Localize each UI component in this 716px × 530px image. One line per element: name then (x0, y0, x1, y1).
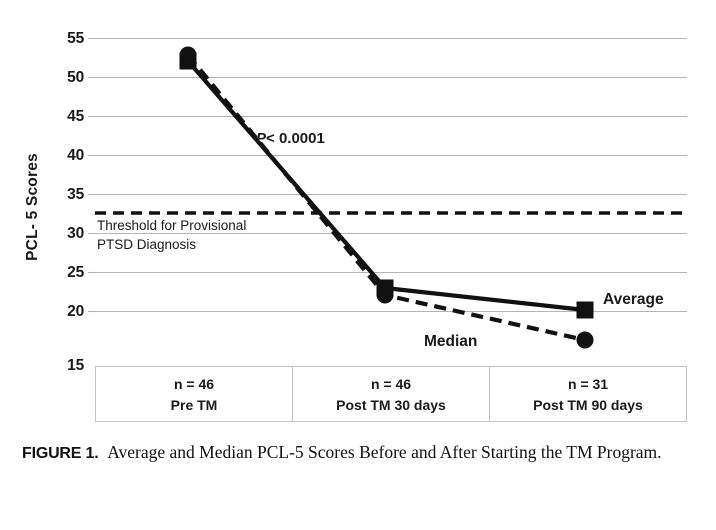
x-category-pre-tm: n = 46 Pre TM (96, 367, 293, 421)
x-category-name-1: Pre TM (170, 396, 218, 413)
x-category-n-3: n = 31 (567, 375, 609, 392)
p-value-text: < 0.0001 (266, 130, 325, 147)
x-category-post-tm-30-days: n = 46 Post TM 30 days (293, 367, 490, 421)
chart-plot-area: PCL- 5 Scores 55 50 45 40 35 30 25 20 15… (24, 30, 687, 422)
threshold-annotation-line2: PTSD Diagnosis (97, 237, 197, 252)
y-axis-title: PCL- 5 Scores (24, 153, 41, 261)
threshold-annotation-line1: Threshold for Provisional (97, 218, 247, 233)
p-value-symbol: P (256, 130, 267, 147)
y-tick-label-15: 15 (67, 357, 84, 374)
gridlines (95, 37, 687, 313)
series-label-median: Median (424, 333, 478, 350)
figure-caption: FIGURE 1. Average and Median PCL-5 Score… (22, 440, 700, 466)
x-category-n-2: n = 46 (370, 375, 412, 392)
y-tick-label-20: 20 (67, 303, 84, 320)
p-value-annotation: P< 0.0001 (256, 130, 325, 147)
x-axis-category-table: n = 46 Pre TM n = 46 Post TM 30 days n =… (95, 366, 687, 422)
y-tick-label-25: 25 (67, 264, 84, 281)
marker-average-post-90 (576, 301, 594, 319)
series-markers-average (179, 52, 594, 319)
figure-caption-lead: FIGURE 1. (22, 445, 99, 462)
y-tick-marks (88, 37, 95, 313)
series-label-average: Average (603, 291, 664, 308)
y-tick-label-30: 30 (67, 225, 84, 242)
x-category-n-1: n = 46 (173, 375, 215, 392)
threshold-annotation: Threshold for Provisional PTSD Diagnosis (97, 216, 246, 254)
marker-average-pre-tm (179, 52, 197, 70)
y-tick-label-55: 55 (67, 30, 84, 47)
x-category-post-tm-90-days: n = 31 Post TM 90 days (490, 367, 686, 421)
y-tick-label-50: 50 (67, 69, 84, 86)
y-tick-label-45: 45 (67, 108, 84, 125)
chart-svg (88, 37, 687, 349)
marker-average-post-30 (376, 279, 394, 297)
marker-median-post-90 (576, 331, 594, 349)
figure-caption-text: Average and Median PCL-5 Scores Before a… (107, 442, 662, 462)
x-category-name-3: Post TM 90 days (533, 396, 643, 413)
y-tick-label-40: 40 (67, 147, 84, 164)
x-category-name-2: Post TM 30 days (336, 396, 446, 413)
y-tick-label-35: 35 (67, 186, 84, 203)
